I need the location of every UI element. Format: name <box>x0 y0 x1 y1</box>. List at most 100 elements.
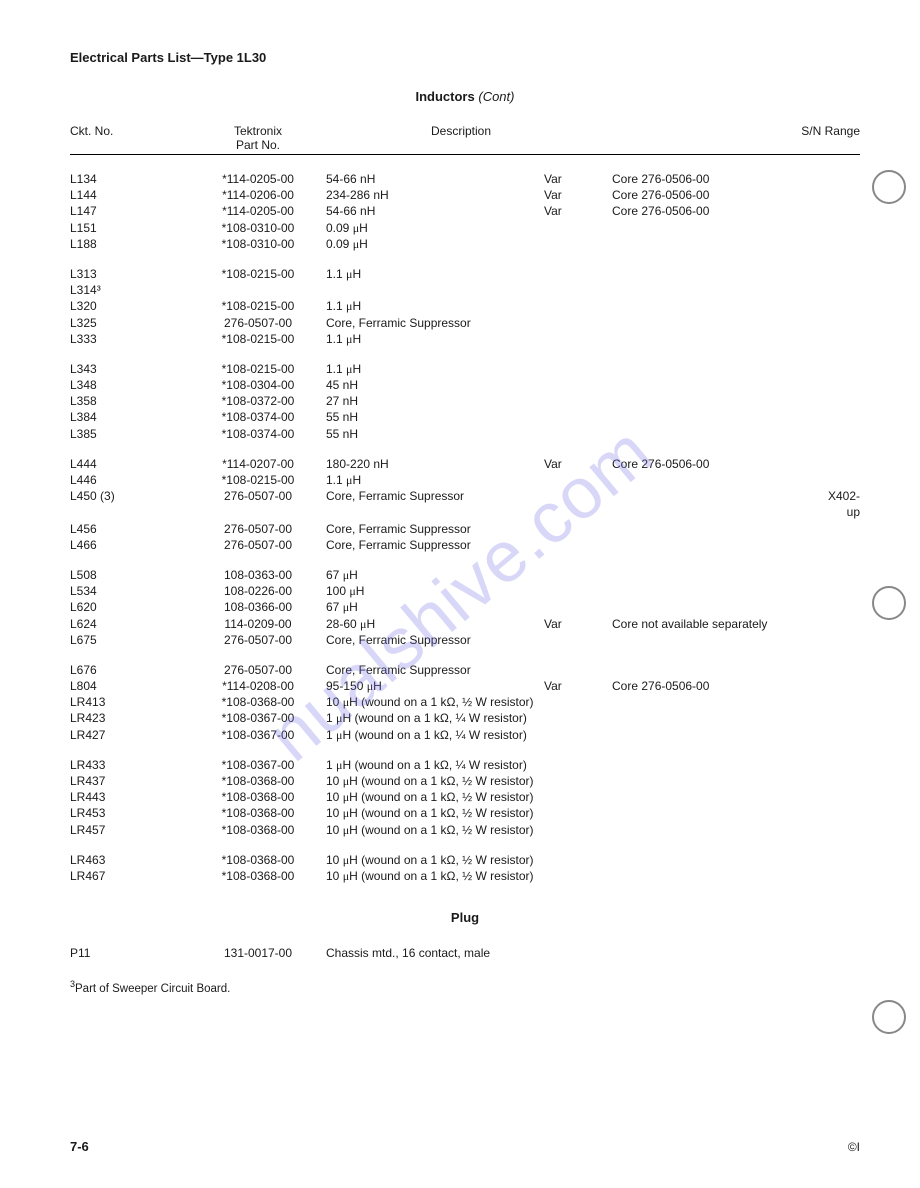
cell-ckt: L151 <box>70 220 198 236</box>
cell-var <box>544 599 612 615</box>
cell-var <box>544 583 612 599</box>
cell-desc: 1.1 μH <box>326 298 544 314</box>
cell-core <box>612 773 820 789</box>
table-row: L385*108-0374-0055 nH <box>70 426 860 442</box>
table-row: LR433*108-0367-001 μH (wound on a 1 kΩ, … <box>70 757 860 773</box>
cell-var: Var <box>544 678 612 694</box>
table-row: LR427*108-0367-001 μH (wound on a 1 kΩ, … <box>70 727 860 743</box>
cell-desc: 10 μH (wound on a 1 kΩ, ½ W resistor) <box>326 773 544 789</box>
cell-core <box>612 789 820 805</box>
cell-ckt: L358 <box>70 393 198 409</box>
cell-ckt: L384 <box>70 409 198 425</box>
cell-core <box>612 599 820 615</box>
cell-sn <box>820 632 860 648</box>
cell-var <box>544 236 612 252</box>
cell-desc: 54-66 nH <box>326 171 544 187</box>
cell-part: *108-0310-00 <box>198 236 326 252</box>
cell-var: Var <box>544 203 612 219</box>
cell-part: *108-0368-00 <box>198 694 326 710</box>
cell-sn <box>820 694 860 710</box>
cell-sn <box>820 409 860 425</box>
cell-desc: 67 μH <box>326 567 544 583</box>
row-group: LR463*108-0368-0010 μH (wound on a 1 kΩ,… <box>70 852 860 884</box>
table-row: P11131-0017-00Chassis mtd., 16 contact, … <box>70 945 860 961</box>
column-headers: Ckt. No. Tektronix Part No. Description … <box>70 124 860 155</box>
table-row: L450 (3)276-0507-00Core, Ferramic Supres… <box>70 488 860 520</box>
inductors-table-body: L134*114-0205-0054-66 nHVarCore 276-0506… <box>70 171 860 884</box>
cell-part: *108-0374-00 <box>198 409 326 425</box>
cell-ckt: L314³ <box>70 282 198 298</box>
footnote-text: Part of Sweeper Circuit Board. <box>75 983 230 995</box>
cell-core <box>612 521 820 537</box>
cell-var <box>544 852 612 868</box>
cell-ckt: L385 <box>70 426 198 442</box>
cell-ckt: LR463 <box>70 852 198 868</box>
cell-sn <box>820 203 860 219</box>
cell-desc: 234-286 nH <box>326 187 544 203</box>
table-row: L188*108-0310-000.09 μH <box>70 236 860 252</box>
cell-core: Core 276-0506-00 <box>612 187 820 203</box>
cell-desc <box>326 282 544 298</box>
cell-sn <box>820 456 860 472</box>
cell-part: 108-0363-00 <box>198 567 326 583</box>
cell-sn <box>820 537 860 553</box>
table-row: LR463*108-0368-0010 μH (wound on a 1 kΩ,… <box>70 852 860 868</box>
cell-core <box>612 757 820 773</box>
cell-core <box>612 868 820 884</box>
cell-core: Core 276-0506-00 <box>612 678 820 694</box>
cell-sn: X402-up <box>820 488 860 520</box>
cell-ckt: LR457 <box>70 822 198 838</box>
col-header-ckt: Ckt. No. <box>70 124 198 152</box>
cell-sn <box>820 472 860 488</box>
cell-core <box>612 488 820 520</box>
cell-core: Core 276-0506-00 <box>612 456 820 472</box>
cell-sn <box>820 852 860 868</box>
cell-ckt: LR437 <box>70 773 198 789</box>
table-row: L444*114-0207-00180-220 nHVarCore 276-05… <box>70 456 860 472</box>
table-row: LR413*108-0368-0010 μH (wound on a 1 kΩ,… <box>70 694 860 710</box>
cell-desc: 0.09 μH <box>326 236 544 252</box>
section-title-cont: (Cont) <box>478 89 514 104</box>
cell-part: *108-0368-00 <box>198 789 326 805</box>
cell-ckt: L534 <box>70 583 198 599</box>
cell-sn <box>820 171 860 187</box>
cell-sn <box>820 662 860 678</box>
cell-part: *108-0310-00 <box>198 220 326 236</box>
cell-sn <box>820 377 860 393</box>
page-number: 7-6 <box>70 1139 89 1154</box>
cell-ckt: L348 <box>70 377 198 393</box>
cell-part: *114-0205-00 <box>198 171 326 187</box>
cell-sn <box>820 678 860 694</box>
cell-core <box>612 710 820 726</box>
cell-ckt: L804 <box>70 678 198 694</box>
cell-desc: 1 μH (wound on a 1 kΩ, ¼ W resistor) <box>326 727 544 743</box>
cell-ckt: L144 <box>70 187 198 203</box>
cell-core <box>612 727 820 743</box>
punch-hole-icon <box>872 586 906 620</box>
cell-var <box>544 521 612 537</box>
table-row: L384*108-0374-0055 nH <box>70 409 860 425</box>
cell-sn <box>820 757 860 773</box>
cell-part: 276-0507-00 <box>198 537 326 553</box>
cell-core <box>612 409 820 425</box>
cell-ckt: L313 <box>70 266 198 282</box>
cell-ckt: L620 <box>70 599 198 615</box>
cell-sn <box>820 426 860 442</box>
cell-var <box>544 282 612 298</box>
cell-part: *108-0367-00 <box>198 757 326 773</box>
cell-core: Core 276-0506-00 <box>612 171 820 187</box>
section-title-text: Inductors <box>416 89 475 104</box>
cell-var <box>544 662 612 678</box>
cell-sn <box>820 945 860 961</box>
cell-var <box>544 757 612 773</box>
cell-ckt: L446 <box>70 472 198 488</box>
cell-var <box>544 822 612 838</box>
cell-core <box>612 377 820 393</box>
cell-core <box>612 694 820 710</box>
table-row: LR453*108-0368-0010 μH (wound on a 1 kΩ,… <box>70 805 860 821</box>
cell-sn <box>820 236 860 252</box>
table-row: L534108-0226-00100 μH <box>70 583 860 599</box>
cell-ckt: P11 <box>70 945 198 961</box>
cell-desc: 67 μH <box>326 599 544 615</box>
cell-sn <box>820 220 860 236</box>
